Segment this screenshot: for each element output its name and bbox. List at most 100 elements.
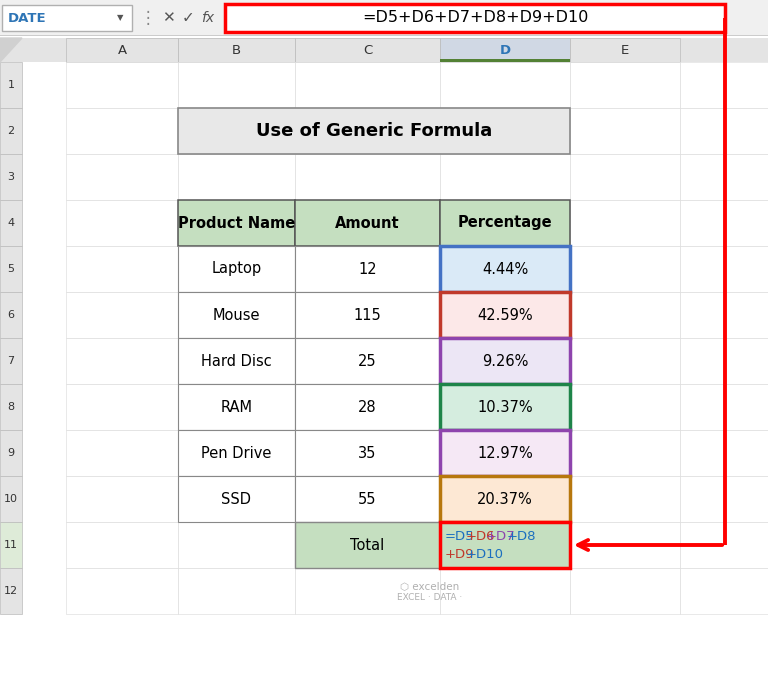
Bar xyxy=(178,292,295,338)
Bar xyxy=(158,5,184,31)
Text: 3: 3 xyxy=(8,172,15,182)
Text: EXCEL · DATA ·: EXCEL · DATA · xyxy=(397,593,462,602)
Text: E: E xyxy=(621,43,629,56)
Bar xyxy=(66,62,178,108)
Text: DATE: DATE xyxy=(8,12,47,24)
Bar xyxy=(178,430,295,476)
Polygon shape xyxy=(0,38,22,62)
Bar xyxy=(66,200,178,246)
Bar xyxy=(570,200,680,246)
Text: Laptop: Laptop xyxy=(211,261,262,276)
Bar xyxy=(66,154,178,200)
Bar xyxy=(178,200,295,246)
Text: 6: 6 xyxy=(8,310,15,320)
Bar xyxy=(440,108,570,154)
Bar xyxy=(0,246,22,292)
Bar xyxy=(178,108,295,154)
Text: 5: 5 xyxy=(8,264,15,274)
Bar xyxy=(570,62,680,108)
Bar xyxy=(440,384,570,430)
Bar xyxy=(570,338,680,384)
Bar xyxy=(225,4,725,32)
Bar xyxy=(440,292,570,338)
Text: 20.37%: 20.37% xyxy=(477,492,533,507)
Bar xyxy=(440,62,570,108)
Text: D: D xyxy=(499,43,511,56)
Text: Product Name: Product Name xyxy=(178,215,295,230)
Bar xyxy=(440,338,570,384)
Bar xyxy=(295,384,440,430)
Bar xyxy=(178,430,295,476)
Bar xyxy=(0,200,22,246)
Bar xyxy=(0,154,22,200)
Bar xyxy=(295,338,440,384)
Bar xyxy=(440,338,570,384)
Bar xyxy=(440,430,570,476)
Bar xyxy=(680,338,768,384)
Text: Pen Drive: Pen Drive xyxy=(201,445,272,460)
Bar xyxy=(440,568,570,614)
Bar xyxy=(295,430,440,476)
Bar xyxy=(680,200,768,246)
Bar xyxy=(440,38,570,62)
Bar xyxy=(0,430,22,476)
Text: 7: 7 xyxy=(8,356,15,366)
Text: ✓: ✓ xyxy=(181,10,194,26)
Text: ⬡ excelden: ⬡ excelden xyxy=(400,581,459,591)
Bar xyxy=(0,522,22,568)
Bar xyxy=(0,568,22,614)
Bar xyxy=(0,476,22,522)
Bar xyxy=(295,200,440,246)
Bar xyxy=(440,200,570,246)
Bar xyxy=(295,292,440,338)
Bar xyxy=(295,200,440,246)
Bar xyxy=(0,0,768,36)
Text: 115: 115 xyxy=(353,308,382,323)
Text: 9.26%: 9.26% xyxy=(482,354,528,369)
Bar xyxy=(295,476,440,522)
Bar xyxy=(178,476,295,522)
Bar xyxy=(178,384,295,430)
Text: ▼: ▼ xyxy=(117,14,123,22)
Text: Total: Total xyxy=(350,538,385,553)
Bar xyxy=(680,476,768,522)
Text: 42.59%: 42.59% xyxy=(477,308,533,323)
Bar xyxy=(295,246,440,292)
Text: 11: 11 xyxy=(4,540,18,550)
Bar xyxy=(66,108,178,154)
Text: +D9: +D9 xyxy=(445,547,475,560)
Bar xyxy=(440,292,570,338)
Text: +D7: +D7 xyxy=(486,530,515,543)
Bar xyxy=(66,338,178,384)
Bar xyxy=(295,384,440,430)
Text: 2: 2 xyxy=(8,126,15,136)
Text: Amount: Amount xyxy=(335,215,400,230)
Bar xyxy=(0,338,22,384)
Text: 10: 10 xyxy=(4,494,18,504)
Bar xyxy=(295,522,440,568)
Text: 25: 25 xyxy=(358,354,377,369)
Bar xyxy=(66,568,178,614)
Bar xyxy=(440,522,570,568)
Text: +D6: +D6 xyxy=(465,530,495,543)
Text: 8: 8 xyxy=(8,402,15,412)
Bar xyxy=(178,522,295,568)
Text: =D5: =D5 xyxy=(445,530,475,543)
Bar xyxy=(295,108,440,154)
Bar xyxy=(440,476,570,522)
Bar xyxy=(0,62,22,108)
Bar xyxy=(440,522,570,568)
Bar xyxy=(295,38,440,62)
Text: Mouse: Mouse xyxy=(213,308,260,323)
Bar xyxy=(570,108,680,154)
Bar xyxy=(295,154,440,200)
Bar xyxy=(295,246,440,292)
Bar xyxy=(680,568,768,614)
Bar xyxy=(66,38,178,62)
Bar xyxy=(178,338,295,384)
Text: 12: 12 xyxy=(4,586,18,596)
Text: 12.97%: 12.97% xyxy=(477,445,533,460)
Bar xyxy=(66,522,178,568)
Bar xyxy=(570,38,680,62)
Text: C: C xyxy=(362,43,372,56)
